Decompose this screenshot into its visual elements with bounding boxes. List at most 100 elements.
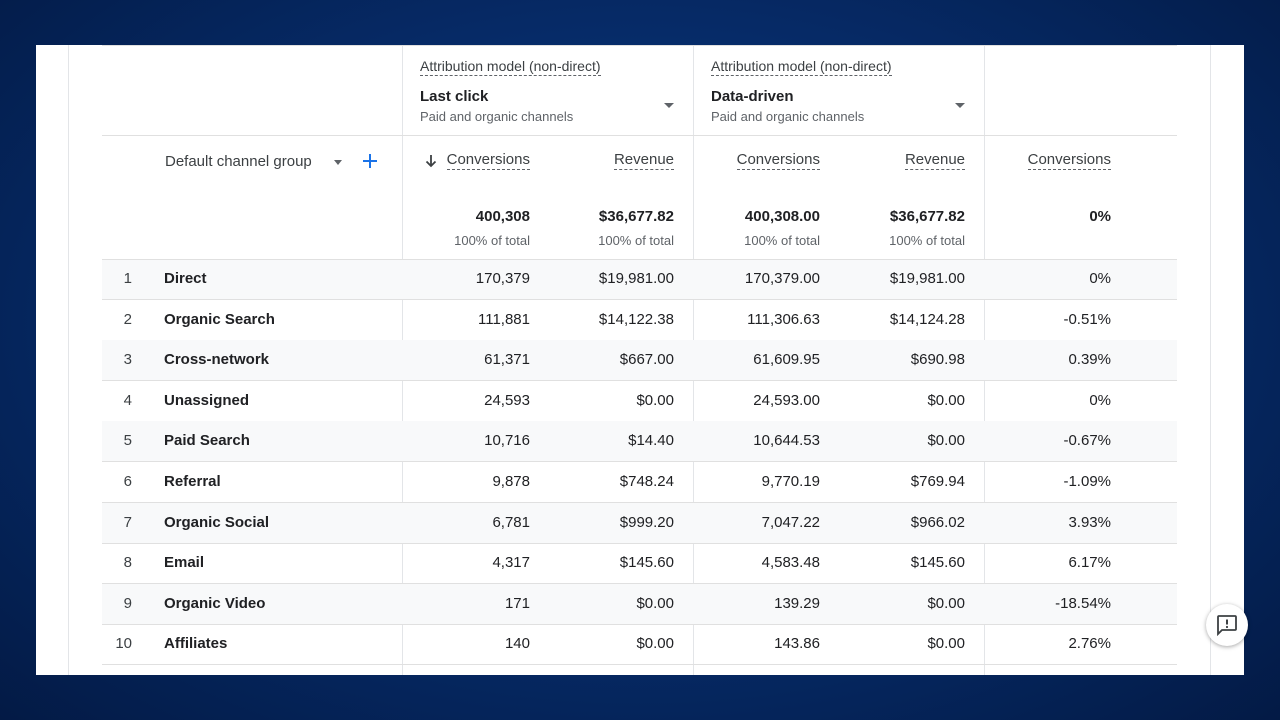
table-row[interactable]: 1 Direct 170,379 $19,981.00 170,379.00 $19,98… xyxy=(102,259,1177,300)
row-value-b-conv: 170,379.00 xyxy=(744,270,820,287)
row-value-a-conv: 6,781 xyxy=(492,513,530,531)
table-row[interactable]: 3 Cross-network 61,371 $667.00 61,609.95 $690… xyxy=(102,340,1177,382)
row-channel-name: Organic Video xyxy=(164,594,266,612)
row-rank: 1 xyxy=(123,270,132,287)
table-row[interactable]: 5 Paid Search 10,716 $14.40 10,644.53 $0.00 -0… xyxy=(102,421,1177,463)
row-value-b-rev: $0.00 xyxy=(927,432,965,450)
total-b-conversions: 400,308.00 xyxy=(744,208,820,225)
row-divider xyxy=(102,299,1177,300)
row-divider xyxy=(102,542,1177,544)
model-a-name: Last click xyxy=(420,88,489,105)
row-rank: 7 xyxy=(123,513,132,531)
totals-divider xyxy=(102,259,1177,260)
panel-right-border xyxy=(1210,45,1211,675)
column-header-change-conversions[interactable]: Conversions xyxy=(1027,151,1111,170)
table-row[interactable]: 10 Affiliates 140 $0.00 143.86 $0.00 2.76% xyxy=(102,624,1177,666)
total-percent-label: 100% of total xyxy=(744,233,820,248)
row-value-b-conv: 139.29 xyxy=(774,594,820,612)
attribution-model-label: Attribution model (non-direct) xyxy=(420,58,601,76)
row-rank: 10 xyxy=(115,635,132,653)
row-value-change: 2.76% xyxy=(1068,635,1111,653)
caret-down-icon[interactable] xyxy=(334,160,342,165)
row-channel-name: Referral xyxy=(164,473,221,490)
row-channel-name: Affiliates xyxy=(164,635,228,653)
total-a-conversions: 400,308 xyxy=(475,208,530,225)
row-rank: 6 xyxy=(123,473,132,490)
total-percent-label: 100% of total xyxy=(889,233,965,248)
model-a-subtitle: Paid and organic channels xyxy=(420,109,574,124)
model-b-subtitle: Paid and organic channels xyxy=(711,109,865,124)
row-value-b-rev: $0.00 xyxy=(927,391,965,409)
row-rank: 9 xyxy=(123,594,132,612)
model-b-name: Data-driven xyxy=(711,88,794,105)
row-value-change: 0% xyxy=(1089,270,1111,287)
row-value-a-rev: $0.00 xyxy=(636,391,674,409)
row-divider xyxy=(102,502,1177,503)
row-channel-name: Unassigned xyxy=(164,391,250,409)
row-value-a-conv: 171 xyxy=(504,594,530,612)
column-header-b-conversions[interactable]: Conversions xyxy=(736,151,820,170)
row-value-a-rev: $0.00 xyxy=(636,635,674,653)
row-value-b-conv: 7,047.22 xyxy=(761,513,820,531)
dimension-selector-label[interactable]: Default channel group xyxy=(165,153,312,170)
table-row[interactable]: 2 Organic Search 111,881 $14,122.38 111,306.… xyxy=(102,300,1177,341)
table-row[interactable]: 9 Organic Video 171 $0.00 139.29 $0.00 -18.54% xyxy=(102,583,1177,625)
row-divider xyxy=(102,664,1177,666)
row-channel-name: Organic Search xyxy=(164,310,275,328)
row-divider xyxy=(102,623,1177,625)
row-value-b-conv: 9,770.19 xyxy=(761,473,820,490)
row-value-b-rev: $690.98 xyxy=(910,351,965,369)
row-divider xyxy=(102,420,1177,422)
table-row[interactable]: 8 Email 4,317 $145.60 4,583.48 $145.60 6.17% xyxy=(102,543,1177,585)
row-value-b-rev: $145.60 xyxy=(910,554,965,572)
arrow-down-icon[interactable] xyxy=(424,153,438,169)
row-value-b-rev: $14,124.28 xyxy=(889,310,965,328)
row-value-a-rev: $0.00 xyxy=(636,594,674,612)
total-b-revenue: $36,677.82 xyxy=(889,208,965,225)
row-value-b-rev: $966.02 xyxy=(910,513,965,531)
row-channel-name: Direct xyxy=(164,270,207,287)
row-value-a-conv: 61,371 xyxy=(484,351,530,369)
row-value-a-rev: $999.20 xyxy=(619,513,674,531)
row-value-change: 0.39% xyxy=(1068,351,1111,369)
caret-down-icon[interactable] xyxy=(955,103,965,108)
row-divider xyxy=(102,380,1177,382)
table-row[interactable]: 7 Organic Social 6,781 $999.20 7,047.22 $966.… xyxy=(102,502,1177,544)
row-rank: 8 xyxy=(123,554,132,572)
table-row[interactable]: 4 Unassigned 24,593 $0.00 24,593.00 $0.00 0% xyxy=(102,381,1177,422)
row-rank: 3 xyxy=(123,351,132,369)
plus-icon[interactable] xyxy=(362,153,378,169)
row-value-change: 3.93% xyxy=(1068,513,1111,531)
row-value-change: -18.54% xyxy=(1055,594,1111,612)
row-value-a-conv: 111,881 xyxy=(478,310,530,328)
row-value-b-conv: 24,593.00 xyxy=(753,391,820,409)
row-value-change: -0.67% xyxy=(1063,432,1111,450)
row-value-b-conv: 143.86 xyxy=(774,635,820,653)
row-value-b-rev: $769.94 xyxy=(910,473,965,490)
feedback-button[interactable] xyxy=(1206,604,1248,646)
row-value-a-conv: 10,716 xyxy=(484,432,530,450)
row-divider xyxy=(102,461,1177,463)
row-value-b-conv: 61,609.95 xyxy=(753,351,820,369)
total-a-revenue: $36,677.82 xyxy=(598,208,674,225)
row-value-change: -1.09% xyxy=(1063,473,1111,490)
row-rank: 4 xyxy=(123,391,132,409)
header-separator xyxy=(102,135,1177,136)
total-percent-label: 100% of total xyxy=(454,233,530,248)
caret-down-icon[interactable] xyxy=(664,103,674,108)
column-header-a-revenue[interactable]: Revenue xyxy=(613,151,674,170)
row-value-b-rev: $0.00 xyxy=(927,594,965,612)
attribution-model-label: Attribution model (non-direct) xyxy=(711,58,892,76)
total-percent-label: 100% of total xyxy=(598,233,674,248)
row-value-b-rev: $0.00 xyxy=(927,635,965,653)
row-divider xyxy=(102,583,1177,585)
column-header-a-conversions[interactable]: Conversions xyxy=(446,151,530,170)
row-value-a-rev: $748.24 xyxy=(619,473,674,490)
row-rank: 2 xyxy=(123,310,132,328)
column-header-b-revenue[interactable]: Revenue xyxy=(904,151,965,170)
row-value-change: 6.17% xyxy=(1068,554,1111,572)
row-value-b-conv: 4,583.48 xyxy=(761,554,820,572)
table-row[interactable]: 6 Referral 9,878 $748.24 9,770.19 $769.94 -1.0… xyxy=(102,462,1177,503)
row-divider xyxy=(102,339,1177,341)
row-value-a-rev: $145.60 xyxy=(619,554,674,572)
